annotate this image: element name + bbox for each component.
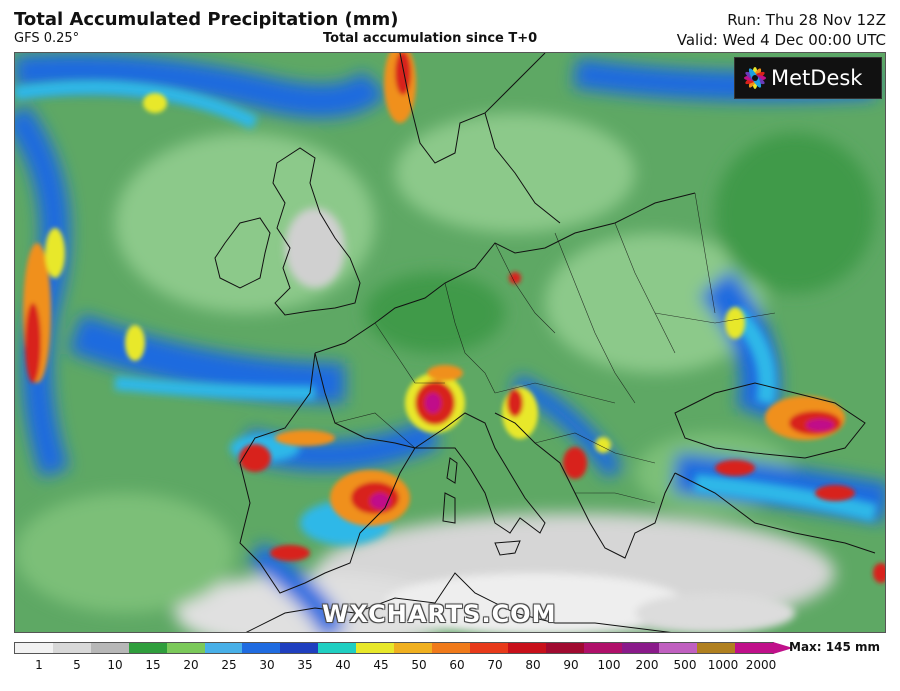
color-scale-segment	[90, 643, 129, 653]
max-value-label: Max: 145 mm	[789, 640, 880, 654]
color-scale-segment	[431, 643, 470, 653]
color-scale-bar	[14, 642, 774, 654]
model-label: GFS 0.25°	[14, 31, 80, 46]
color-scale-segment	[545, 643, 584, 653]
dry-areas	[285, 208, 795, 632]
color-scale-tick-label: 90	[563, 658, 579, 672]
color-scale-tick-label: 40	[335, 658, 351, 672]
color-scale: 1 5 10 15 20 25 30 35 40 45 50 60 70 80 90 100 200 500 100…	[14, 640, 886, 680]
color-scale-tick-label: 35	[297, 658, 313, 672]
color-scale-tick-label: 100	[597, 658, 621, 672]
color-scale-tick-label: 2000	[745, 658, 777, 672]
color-scale-tick-label: 500	[673, 658, 697, 672]
wxcharts-watermark: WXCHARTS.COM	[322, 600, 557, 628]
color-scale-segment	[469, 643, 508, 653]
color-scale-tick-label: 30	[259, 658, 275, 672]
map-canvas	[15, 53, 885, 632]
color-scale-labels: 1 5 10 15 20 25 30 35 40 45 50 60 70 80 90 100 200 500 100…	[14, 658, 777, 676]
color-scale-segment	[15, 643, 53, 653]
color-scale-segment	[394, 643, 432, 653]
color-scale-tick-label: 1	[35, 658, 43, 672]
metdesk-logo: MetDesk	[734, 57, 882, 99]
color-scale-tick-label: 60	[449, 658, 465, 672]
color-scale-segment	[697, 643, 736, 653]
valid-time-label: Valid: Wed 4 Dec 00:00 UTC	[676, 31, 886, 49]
precipitation-map[interactable]	[14, 52, 886, 633]
color-scale-segment	[128, 643, 167, 653]
coastlines	[214, 53, 876, 632]
chart-subtitle: Total accumulation since T+0	[323, 31, 538, 46]
color-scale-segment	[621, 643, 660, 653]
color-scale-segment	[52, 643, 91, 653]
color-scale-segment	[242, 643, 281, 653]
color-scale-tick-label: 80	[525, 658, 541, 672]
color-scale-segment	[583, 643, 622, 653]
color-scale-segment	[507, 643, 546, 653]
color-scale-tick-label: 200	[635, 658, 659, 672]
color-scale-tick-label: 1000	[707, 658, 739, 672]
color-scale-tick-label: 25	[221, 658, 237, 672]
run-time-label: Run: Thu 28 Nov 12Z	[727, 11, 886, 29]
color-scale-segment	[356, 643, 395, 653]
color-scale-segment	[659, 643, 698, 653]
color-scale-tick-label: 50	[411, 658, 427, 672]
color-scale-segment	[318, 643, 357, 653]
chart-title: Total Accumulated Precipitation (mm)	[14, 9, 399, 30]
metdesk-logo-text: MetDesk	[771, 66, 863, 90]
color-scale-tick-label: 45	[373, 658, 389, 672]
color-scale-tick-label: 20	[183, 658, 199, 672]
metdesk-logo-icon	[744, 67, 766, 89]
borders	[334, 192, 776, 504]
color-scale-segment	[735, 643, 774, 653]
color-scale-segment	[166, 643, 205, 653]
color-scale-tick-label: 15	[145, 658, 161, 672]
precip-field-heavy	[23, 53, 885, 583]
color-scale-tick-label: 70	[487, 658, 503, 672]
color-scale-segment	[204, 643, 243, 653]
color-scale-tick-label: 5	[73, 658, 81, 672]
color-scale-segment	[280, 643, 319, 653]
color-scale-tick-label: 10	[107, 658, 123, 672]
color-scale-arrow	[773, 642, 793, 654]
